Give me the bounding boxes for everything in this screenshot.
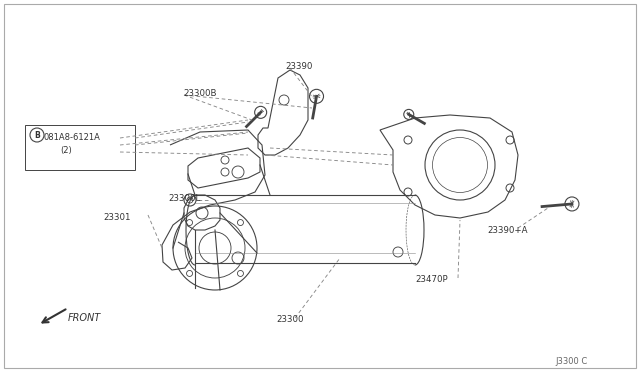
Text: 23300L: 23300L bbox=[168, 193, 200, 202]
Text: 23300B: 23300B bbox=[183, 89, 216, 97]
Bar bbox=[25, 125, 135, 170]
Text: 23390: 23390 bbox=[285, 61, 312, 71]
Text: (2): (2) bbox=[60, 145, 72, 154]
Text: B: B bbox=[34, 131, 40, 140]
Text: 23300: 23300 bbox=[276, 315, 304, 324]
Text: 23470P: 23470P bbox=[415, 276, 447, 285]
Text: 081A8-6121A: 081A8-6121A bbox=[43, 132, 100, 141]
Text: J3300 C: J3300 C bbox=[555, 357, 588, 366]
Text: 23390+A: 23390+A bbox=[487, 225, 527, 234]
Text: 23301: 23301 bbox=[103, 212, 131, 221]
Text: FRONT: FRONT bbox=[68, 313, 101, 323]
